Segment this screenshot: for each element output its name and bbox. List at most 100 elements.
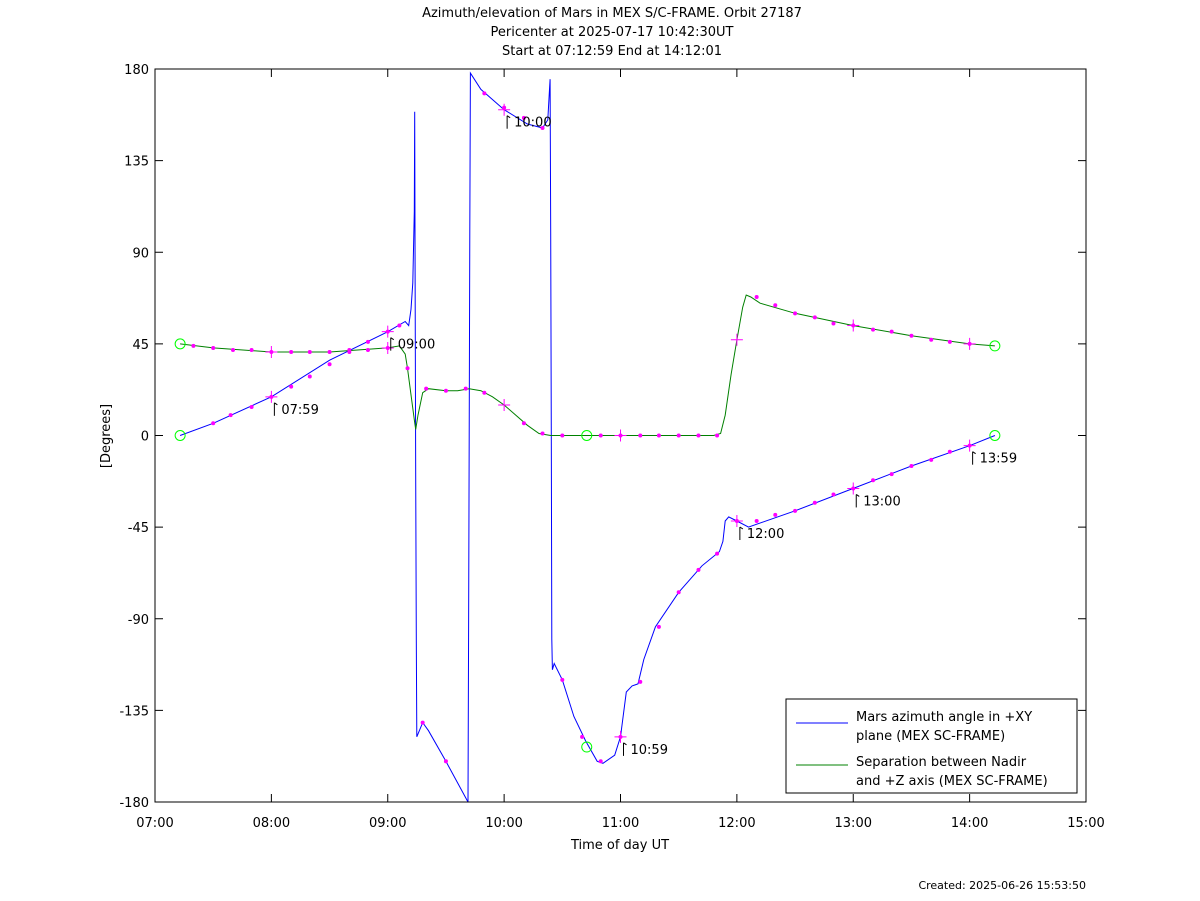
annotation-label: 12:00 [747,527,784,542]
series-marker-azimuth [812,500,817,505]
x-tick-label: 12:00 [718,816,755,831]
hour-cross-marker-azimuth [498,103,511,116]
series-marker-separation [463,386,468,391]
series-marker-azimuth [598,759,603,764]
series-marker-separation [521,421,526,426]
series-marker-separation [347,347,352,352]
time-annotation: 09:00 [390,337,435,353]
y-tick-label: 180 [124,63,149,78]
series-marker-azimuth [397,323,402,328]
hour-cross-marker-separation [498,398,511,411]
event-circle-azimuth [174,430,186,441]
x-tick-label: 15:00 [1067,816,1104,831]
hour-cross-marker-azimuth [730,515,743,528]
event-circle-separation [581,430,593,441]
series-marker-separation [696,433,701,438]
series-marker-azimuth [947,449,952,454]
series-marker-separation [289,350,294,355]
annotation-label: 09:00 [398,338,435,353]
annotation-label: 10:59 [631,743,668,758]
hour-cross-marker-separation [614,429,627,442]
hour-cross-marker-separation [381,341,394,354]
series-marker-azimuth [420,720,425,725]
series-marker-separation [598,433,603,438]
series-marker-separation [773,303,778,308]
series-marker-azimuth [676,590,681,595]
annotation-pointer-head [972,451,976,455]
x-tick-label: 10:00 [485,816,522,831]
series-marker-separation [871,327,876,332]
series-marker-separation [365,347,370,352]
hour-cross-marker-azimuth [614,730,627,743]
event-circle-azimuth [581,741,593,753]
series-marker-separation [676,433,681,438]
series-marker-separation [889,329,894,334]
legend: Mars azimuth angle in +XY plane (MEX SC-… [785,698,1078,794]
plot-area: 07:59 09:00 10:00 10:59 12:00 13:00 13:59 [174,71,1017,803]
y-tick-label: 135 [124,155,149,170]
y-axis-label: [Degrees] [99,404,114,468]
series-marker-azimuth [365,339,370,344]
series-marker-azimuth [871,478,876,483]
annotation-label: 07:59 [281,403,318,418]
series-marker-azimuth [773,512,778,517]
series-marker-azimuth [638,679,643,684]
hour-cross-marker-separation [847,319,860,332]
series-marker-separation [327,350,332,355]
series-marker-separation [929,337,934,342]
series-marker-separation [482,390,487,395]
series-marker-azimuth [249,404,254,409]
time-annotation: 13:59 [972,451,1017,467]
series-marker-azimuth [211,421,216,426]
series-marker-separation [715,433,720,438]
series-marker-separation [405,366,410,371]
series-marker-azimuth [715,551,720,556]
annotation-pointer-head [506,115,511,119]
series-line-separation [180,294,995,436]
series-marker-separation [424,386,429,391]
series-marker-azimuth [929,457,934,462]
series-marker-azimuth [521,115,526,120]
annotation-pointer-head [623,742,627,746]
series-marker-separation [211,345,216,350]
series-marker-azimuth [889,472,894,477]
hour-cross-marker-azimuth [265,390,278,403]
event-circle-separation [989,340,1001,352]
series-marker-azimuth [831,492,836,497]
legend-label-separation-line1: Separation between Nadir [856,755,1027,770]
series-marker-separation [307,350,312,355]
hour-cross-marker-azimuth [381,325,394,338]
series-marker-azimuth [289,384,294,389]
series-marker-separation [831,321,836,326]
series-marker-separation [638,433,643,438]
series-marker-separation [249,347,254,352]
x-tick-label: 13:00 [835,816,872,831]
series-marker-separation [947,339,952,344]
series-marker-azimuth [228,413,233,418]
series-marker-separation [909,333,914,338]
y-tick-label: -90 [128,613,149,628]
time-annotation: 10:00 [506,115,552,131]
legend-label-separation-line2: and +Z axis (MEX SC-FRAME) [856,774,1048,789]
series-marker-azimuth [909,464,914,469]
legend-label-azimuth-line1: Mars azimuth angle in +XY [856,710,1032,725]
annotation-pointer-head [274,402,278,406]
annotation-label: 13:00 [863,494,900,509]
series-marker-separation [754,295,759,300]
series-marker-azimuth [793,508,798,513]
event-circle-separation [174,338,186,350]
x-tick-label: 09:00 [369,816,406,831]
hour-cross-marker-separation [265,346,278,359]
time-annotation: 10:59 [623,742,668,758]
series-marker-separation [560,433,565,438]
series-line-azimuth [179,71,996,803]
time-annotation: 07:59 [273,402,319,418]
series-marker-azimuth [307,374,312,379]
series-marker-separation [656,433,661,438]
y-tick-label: -45 [128,521,149,536]
series-marker-azimuth [482,91,487,96]
series-marker-separation [812,315,817,320]
series-marker-separation [793,311,798,316]
legend-box [785,698,1078,794]
series-marker-azimuth [656,624,661,629]
